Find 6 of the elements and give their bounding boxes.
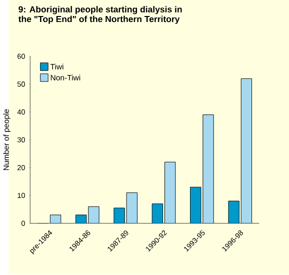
bar	[152, 204, 163, 224]
chart-title: 9: Aboriginal people starting dialysis in the "Top End" of the Northern Territory	[18, 6, 182, 24]
bar	[228, 200, 240, 224]
bar	[76, 215, 86, 224]
bar	[190, 187, 201, 224]
bar	[50, 214, 62, 224]
